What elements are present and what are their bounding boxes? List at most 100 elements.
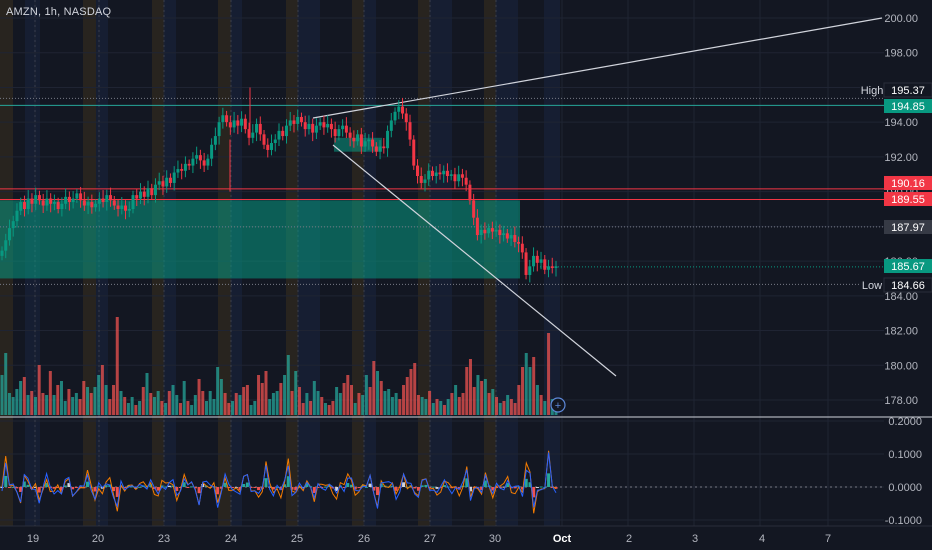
candle-body [206,158,210,166]
volume-bar [390,397,394,415]
volume-bar [89,393,93,415]
volume-bar [193,395,197,415]
volume-bar [498,403,502,415]
candle-body [34,195,38,204]
osc-histogram-bar [231,487,235,488]
osc-histogram-bar [301,487,305,488]
trend-lines [312,17,883,377]
volume-bar [190,405,194,415]
candle-body [348,132,352,138]
volume-bar [543,401,547,415]
osc-histogram-bar [156,487,160,491]
osc-histogram-bar [149,484,153,487]
candle-body [337,129,341,137]
volume-bar [171,385,175,415]
volume-bar [63,401,67,415]
candle-body [109,195,113,201]
candle-body [509,235,513,239]
osc-histogram-bar [216,487,220,495]
candle-body [307,123,311,130]
indicator-pane [0,416,932,514]
osc-histogram-bar [104,485,108,487]
candle-body [26,198,30,209]
osc-histogram-bar [528,482,532,487]
volume-bar [201,391,205,415]
candle-body [423,179,427,183]
upper-trendline [312,17,883,119]
volume-bar [219,379,223,415]
candle-body [7,228,11,241]
osc-histogram-bar [253,487,257,488]
indicator-tick-label: 0.2000 [888,416,922,428]
indicator-tick-label: 0.0000 [888,482,922,494]
osc-histogram-bar [532,487,536,498]
volume-bar [271,393,275,415]
crosshair-add-button[interactable]: + [550,397,566,413]
candle-body [277,130,281,140]
candle-body [71,198,75,203]
volume-bar [539,395,543,415]
volume-bar [402,385,406,415]
candle-body [393,111,397,121]
volume-bar [0,375,4,415]
osc-histogram-bar [550,487,554,488]
candle-body [168,177,172,183]
candle-body [498,229,502,236]
osc-histogram-bar [416,487,420,491]
volume-bar [335,387,339,415]
candle-body [341,125,345,130]
osc-histogram-bar [468,487,472,492]
price-tick-label: 194.00 [884,117,918,129]
volume-bar [167,391,171,415]
price-label-value: 187.97 [891,222,925,234]
time-tick-label: 25 [291,533,303,545]
candle-body [187,163,191,166]
osc-histogram-bar [353,487,357,490]
volume-bar [41,393,45,415]
osc-histogram-bar [37,487,41,493]
candle-body [494,229,498,232]
osc-histogram-bar [238,487,242,491]
candle-body [11,221,15,229]
volume-bar [416,395,420,415]
candle-body [56,202,60,209]
volume-bar [312,381,316,415]
volume-bar [7,393,11,415]
candle-body [333,129,337,137]
volume-bar [480,381,484,415]
candle-body [191,158,195,166]
volume-bar [301,403,305,415]
volume-bar [547,333,551,415]
osc-histogram-bar [502,486,506,488]
volume-bar [71,397,75,415]
candle-body [505,233,509,239]
osc-histogram-bar [178,487,182,488]
candle-body [262,134,266,145]
candle-body [550,266,554,269]
time-tick-label: Oct [553,533,572,545]
volume-bar [491,389,495,415]
osc-histogram-bar [465,478,469,487]
candle-body [445,170,449,177]
candle-body [419,176,423,183]
volume-bar [11,397,15,415]
volume-bar [316,391,320,415]
volume-bar [268,399,272,415]
price-label-value: 189.55 [891,194,925,206]
price-tag-label: High [861,85,884,97]
volume-bar [30,391,34,415]
candle-body [49,198,53,204]
candle-body [157,181,161,185]
price-label-value: 194.85 [891,101,925,113]
volume-bar [364,375,368,415]
volume-bar [56,385,60,415]
volume-bar [450,393,454,415]
volume-bar [52,395,56,415]
candle-body [202,160,206,166]
candle-body [112,200,116,206]
osc-histogram-bar [305,483,309,487]
volume-bar [286,355,290,415]
osc-histogram-bar [394,487,398,491]
volume-bar [115,317,119,415]
